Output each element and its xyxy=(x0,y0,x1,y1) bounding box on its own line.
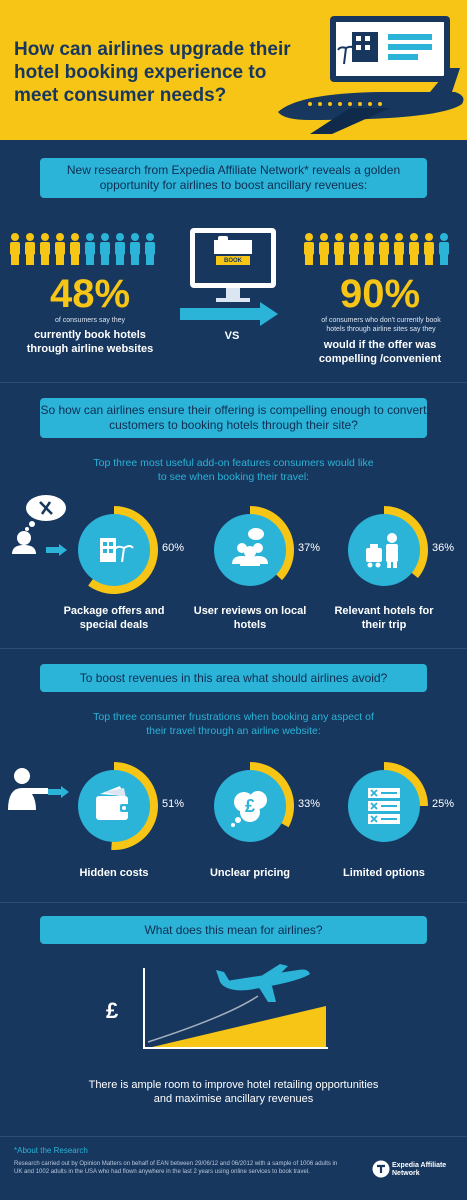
divider xyxy=(0,1136,467,1137)
checklist-icon xyxy=(368,788,400,824)
people-row-left xyxy=(10,233,155,265)
thinking-person-icon xyxy=(12,495,66,554)
person-icon xyxy=(379,233,389,265)
svg-text:£: £ xyxy=(245,796,255,816)
arrow-right-small-icon xyxy=(46,544,67,556)
intro-banner: New research from Expedia Affiliate Netw… xyxy=(40,158,427,198)
avoid-label-3: Limited options xyxy=(343,867,425,879)
about-research-title: *About the Research xyxy=(14,1146,88,1155)
person-icon xyxy=(85,233,95,265)
feature-label-1: Package offers and special deals xyxy=(63,605,165,631)
feature-circle-1 xyxy=(68,504,160,601)
person-icon xyxy=(25,233,35,265)
divider xyxy=(0,648,467,649)
person-icon xyxy=(115,233,125,265)
arrow-right-small-icon xyxy=(48,786,69,798)
ean-logo-icon xyxy=(372,1160,390,1178)
stat-left-label: currently book hotels through airline we… xyxy=(26,329,154,355)
person-icon xyxy=(304,233,314,265)
person-icon xyxy=(424,233,434,265)
avoid-circle-1 xyxy=(68,760,160,857)
feature-pct-1: 60% xyxy=(162,542,185,554)
research-note: Research carried out by Opinion Matters … xyxy=(14,1161,338,1175)
people-row-right xyxy=(304,233,449,265)
feature-label-3: Relevant hotels for their trip xyxy=(334,605,434,631)
person-icon xyxy=(319,233,329,265)
divider xyxy=(0,382,467,383)
meaning-banner: What does this mean for airlines? xyxy=(40,916,427,944)
person-icon xyxy=(394,233,404,265)
stat-right-label: would if the offer was compelling /conve… xyxy=(318,339,442,365)
person-icon xyxy=(349,233,359,265)
pound-cloud-icon: £ xyxy=(231,791,267,827)
brand-name: Expedia Affiliate Network xyxy=(392,1162,447,1177)
stat-right-pct: 90% xyxy=(339,272,421,316)
person-icon xyxy=(70,233,80,265)
book-label: BOOK xyxy=(224,258,242,264)
person-icon xyxy=(334,233,344,265)
avoid-banner: To boost revenues in this area what shou… xyxy=(40,664,427,692)
person-icon xyxy=(439,233,449,265)
monitor-book-icon xyxy=(190,228,276,302)
person-icon xyxy=(100,233,110,265)
features-banner: So how can airlines ensure their offerin… xyxy=(40,398,427,438)
person-icon xyxy=(10,233,20,265)
avoid-label-1: Hidden costs xyxy=(79,867,149,879)
avoid-circle-2: £ xyxy=(204,760,296,857)
avoid-pct-1: 51% xyxy=(162,798,185,810)
avoid-circle-3 xyxy=(338,760,430,857)
plane-laptop-illustration xyxy=(278,16,464,134)
feature-circle-3 xyxy=(338,504,430,601)
person-icon xyxy=(145,233,155,265)
divider xyxy=(0,902,467,903)
avoid-subtitle: Top three consumer frustrations when boo… xyxy=(93,711,374,737)
feature-label-2: User reviews on local hotels xyxy=(193,605,307,631)
features-subtitle: Top three most useful add-on features co… xyxy=(93,457,374,483)
person-icon xyxy=(55,233,65,265)
stat-left-pct: 48% xyxy=(49,272,131,316)
bellhop-icon xyxy=(366,533,398,568)
person-icon xyxy=(364,233,374,265)
avoid-pct-3: 25% xyxy=(432,798,455,810)
stat-right-small: of consumers who don't currently book ho… xyxy=(321,317,441,333)
person-icon xyxy=(40,233,50,265)
vs-label: VS xyxy=(224,330,240,342)
avoid-pct-2: 33% xyxy=(298,798,321,810)
pointing-person-icon xyxy=(8,768,48,810)
feature-pct-2: 37% xyxy=(298,542,321,554)
growth-plane-graphic xyxy=(143,964,328,1049)
feature-pct-3: 36% xyxy=(432,542,455,554)
feature-circle-2 xyxy=(204,504,296,601)
person-icon xyxy=(409,233,419,265)
person-icon xyxy=(130,233,140,265)
avoid-label-2: Unclear pricing xyxy=(209,867,291,879)
stat-left-small: of consumers say they xyxy=(54,317,126,324)
wallet-icon xyxy=(96,786,132,820)
meaning-caption: There is ample room to improve hotel ret… xyxy=(88,1079,379,1105)
people-speech-icon xyxy=(232,528,268,566)
page-title: How can airlines upgrade their hotel boo… xyxy=(14,39,291,106)
hotel-palm-icon xyxy=(100,538,134,563)
arrow-right-icon xyxy=(180,302,278,326)
pound-symbol: £ xyxy=(106,998,119,1023)
